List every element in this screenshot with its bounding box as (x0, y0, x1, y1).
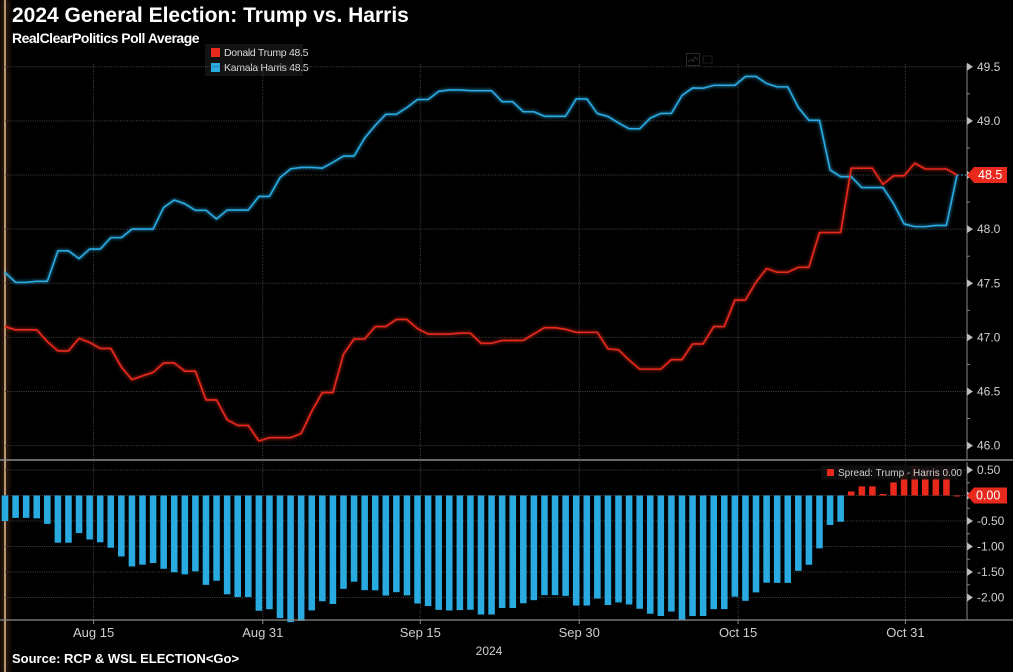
svg-text:0.00: 0.00 (976, 489, 1000, 503)
svg-text:Aug 31: Aug 31 (242, 625, 283, 640)
svg-text:-1.00: -1.00 (977, 540, 1005, 554)
svg-text:Sep 15: Sep 15 (400, 625, 441, 640)
svg-text:48.5: 48.5 (978, 168, 1002, 182)
svg-text:46.5: 46.5 (977, 384, 1001, 398)
svg-text:Oct 15: Oct 15 (719, 625, 757, 640)
svg-text:46.0: 46.0 (977, 439, 1001, 453)
svg-text:-1.50: -1.50 (977, 565, 1005, 579)
svg-text:48.0: 48.0 (977, 222, 1001, 236)
svg-text:-0.50: -0.50 (977, 514, 1005, 528)
svg-text:Sep 30: Sep 30 (559, 625, 600, 640)
svg-text:Spread: Trump - Harris 0.00: Spread: Trump - Harris 0.00 (838, 468, 962, 479)
svg-text:49.5: 49.5 (977, 60, 1001, 74)
svg-text:47.5: 47.5 (977, 276, 1001, 290)
svg-text:2024: 2024 (476, 644, 503, 658)
svg-text:Oct 31: Oct 31 (886, 625, 924, 640)
svg-text:-2.00: -2.00 (977, 591, 1005, 605)
svg-text:0.50: 0.50 (977, 463, 1001, 477)
svg-text:Aug 15: Aug 15 (73, 625, 114, 640)
svg-text:49.0: 49.0 (977, 114, 1001, 128)
svg-text:47.0: 47.0 (977, 330, 1001, 344)
